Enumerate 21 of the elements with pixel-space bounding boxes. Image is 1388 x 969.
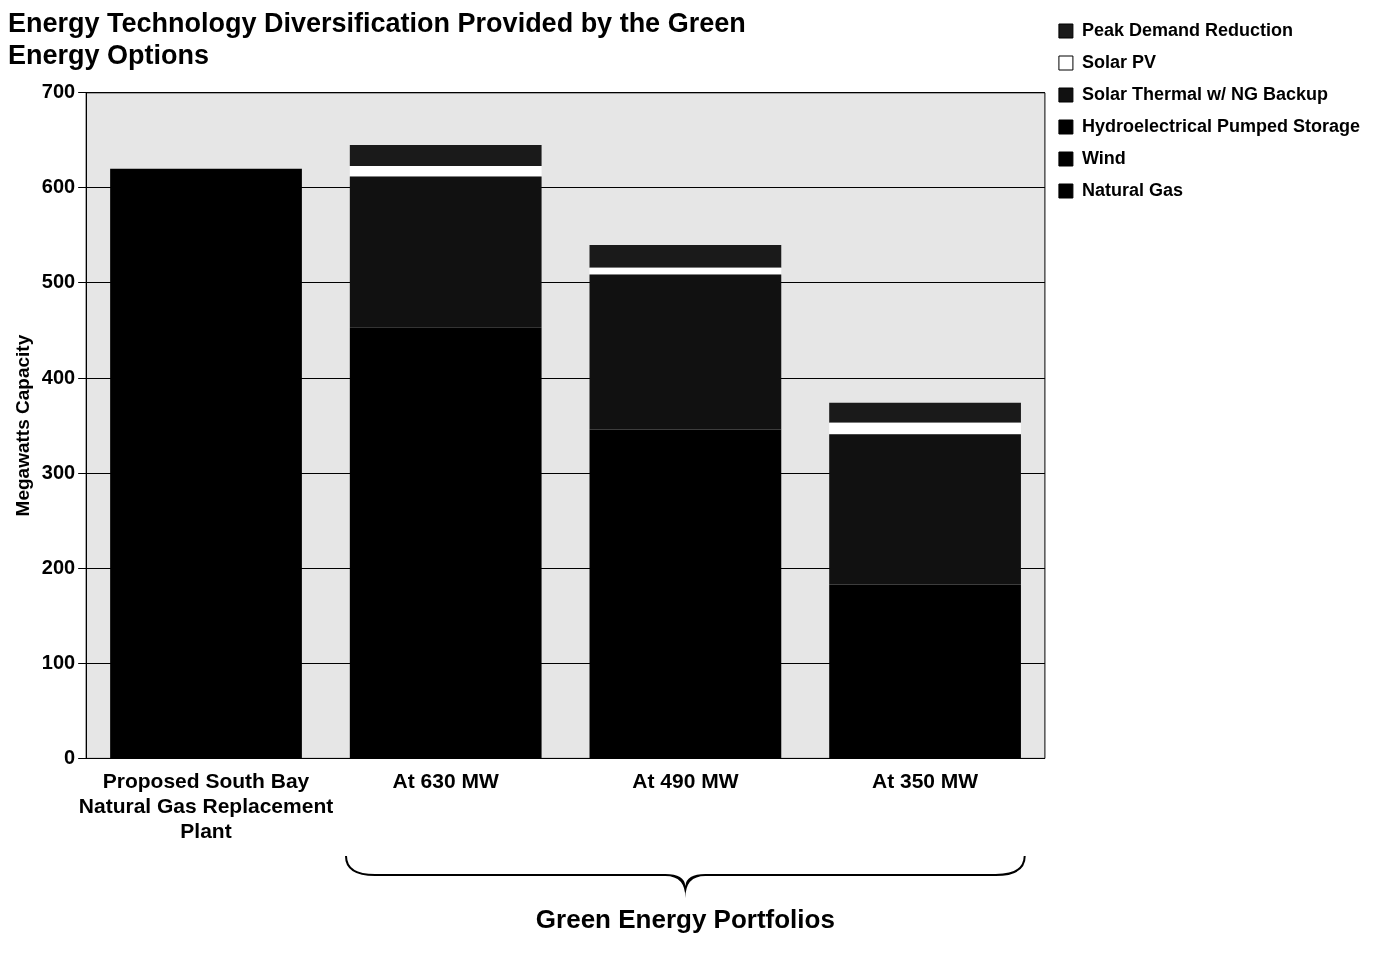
x-tick-label: At 490 MW	[632, 768, 739, 792]
chart-title: Energy Technology Diversification Provided by the Green Energy Options	[8, 7, 746, 71]
text: Green Energy Portfolios	[534, 904, 836, 935]
legend-label: Hydroelectrical Pumped Storage	[1081, 115, 1361, 136]
y-tick-label: 500	[41, 270, 76, 293]
legend-label: Solar Thermal w/ NG Backup	[1081, 83, 1328, 104]
y-tick-label: 0	[64, 745, 76, 768]
legend-label: Natural Gas	[1081, 179, 1183, 200]
y-axis-title: Megawatts Capacity	[11, 334, 33, 517]
legend-label: Peak Demand Reduction	[1081, 19, 1293, 40]
y-tick-label: 200	[41, 555, 76, 578]
y-tick-label: 400	[41, 365, 76, 388]
legend-label: Wind	[1081, 147, 1126, 168]
x-tick-label: At 630 MW	[392, 768, 499, 792]
y-tick-label: 600	[41, 175, 76, 198]
y-tick-label: 100	[41, 650, 76, 673]
x-tick-label: At 350 MW	[871, 768, 979, 792]
y-tick-label: 300	[41, 460, 76, 483]
x-tick-label: Proposed South Bay Natural Gas Replacement Plant	[78, 768, 334, 843]
legend-label: Solar PV	[1081, 51, 1156, 72]
y-tick-label: 700	[41, 80, 76, 103]
